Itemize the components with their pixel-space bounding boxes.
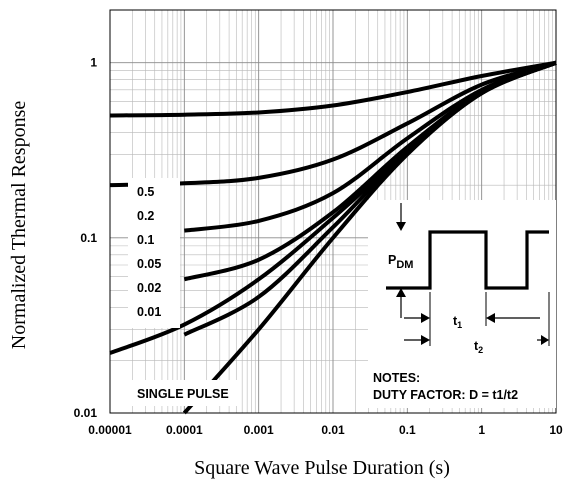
pdm-label: PDM <box>388 253 413 271</box>
x-tick-label: 0.00001 <box>88 423 132 437</box>
curve-series-1 <box>109 60 557 188</box>
t2-arrowhead-right <box>541 335 549 345</box>
pdm-arrowhead-top <box>396 222 406 231</box>
legend-label-3: 0.05 <box>137 257 161 271</box>
pulse-waveform <box>386 230 549 290</box>
x-tick-label: 0.1 <box>399 423 416 437</box>
curves <box>109 60 557 415</box>
x-tick-labels: 0.00001 0.0001 0.001 0.01 0.1 1 10 <box>88 423 563 437</box>
curve-series-6 <box>182 60 557 415</box>
legend: 0.5 0.2 0.1 0.05 0.02 0.01 <box>128 178 180 328</box>
notes-duty-factor: DUTY FACTOR: D = t1/t2 <box>373 388 518 402</box>
legend-label-1: 0.2 <box>137 209 154 223</box>
t1-label: t1 <box>453 314 462 330</box>
legend-label-5: 0.01 <box>137 305 161 319</box>
t2-label: t2 <box>474 339 483 355</box>
x-axis-title: Square Wave Pulse Duration (s) <box>194 457 450 479</box>
y-tick-label: 0.01 <box>74 406 98 420</box>
t1-arrowhead-right <box>486 313 495 323</box>
single-pulse-label: SINGLE PULSE <box>137 387 229 401</box>
x-tick-label: 1 <box>478 423 485 437</box>
t2-arrowhead-left <box>421 335 430 345</box>
curve-series-0 <box>109 60 557 118</box>
pdm-arrowhead-bottom <box>396 288 406 297</box>
t1-arrowhead-left <box>421 313 430 323</box>
y-axis-title: Normalized Thermal Response <box>8 101 30 350</box>
legend-label-4: 0.02 <box>137 281 161 295</box>
y-tick-label: 1 <box>90 56 97 70</box>
x-tick-label: 0.001 <box>244 423 274 437</box>
y-tick-label: 0.1 <box>80 231 97 245</box>
y-tick-labels: 0.01 0.1 1 <box>74 56 98 420</box>
legend-label-0: 0.5 <box>137 185 154 199</box>
x-tick-label: 0.0001 <box>166 423 203 437</box>
legend-label-2: 0.1 <box>137 233 154 247</box>
x-tick-label: 0.01 <box>321 423 345 437</box>
single-pulse-label-group: SINGLE PULSE <box>128 380 240 406</box>
x-tick-label: 10 <box>549 423 563 437</box>
notes-title: NOTES: <box>373 371 420 385</box>
duty-cycle-inset: PDM t1 t2 NOTES: DUTY FACTOR: D = t1/t2 <box>368 200 556 408</box>
